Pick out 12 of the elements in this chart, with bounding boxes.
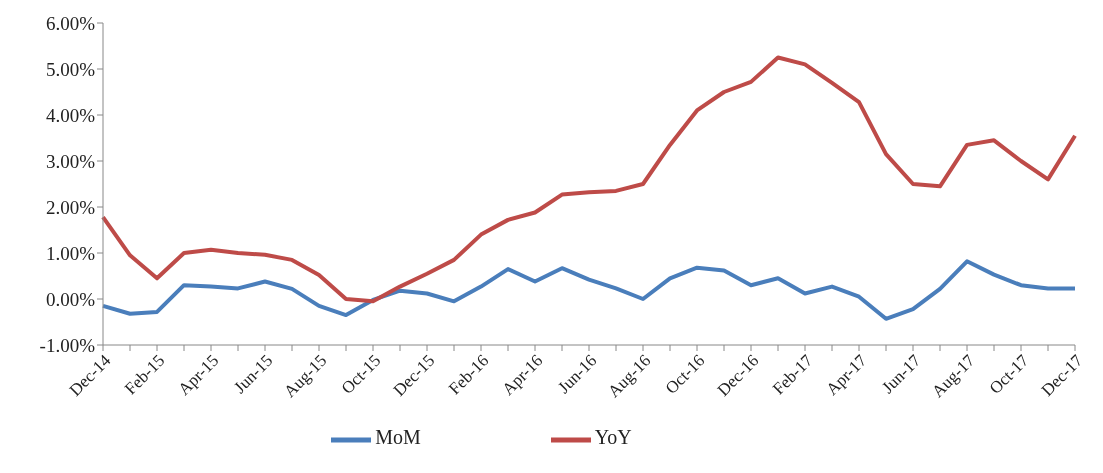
line-series (101, 259, 1077, 321)
y-tick-label: 1.00% (45, 242, 96, 264)
y-tick-label: 4.00% (45, 104, 96, 126)
y-tick-label: 5.00% (45, 58, 96, 80)
y-tick-label: 0.00% (45, 288, 96, 310)
line-series (101, 55, 1077, 304)
legend-label: YoY (594, 425, 632, 448)
y-tick-label: 3.00% (45, 150, 96, 172)
y-tick-label: -1.00% (39, 334, 96, 356)
legend-label: MoM (375, 425, 421, 448)
y-tick-label: 2.00% (45, 196, 96, 218)
y-tick-label: 6.00% (45, 12, 96, 34)
